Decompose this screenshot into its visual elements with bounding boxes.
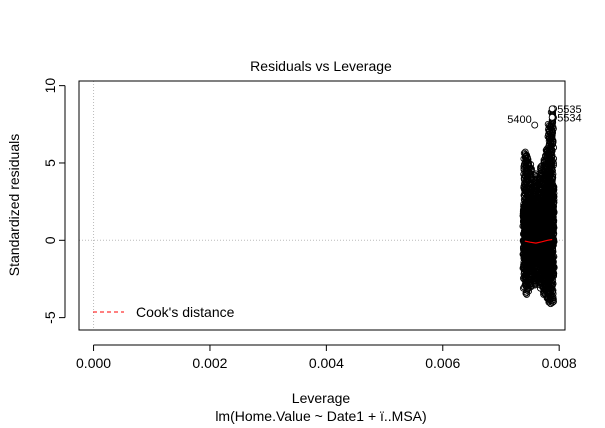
- data-point: [523, 288, 531, 296]
- x-axis: 0.000 0.002 0.004 0.006 0.008: [76, 344, 577, 371]
- legend-label: Cook's distance: [136, 304, 235, 320]
- smooth-line-layer: [524, 238, 553, 244]
- chart-subtitle: lm(Home.Value ~ Date1 + ï..MSA): [215, 408, 426, 424]
- labeled-point: [548, 113, 556, 121]
- data-point: [523, 286, 531, 294]
- data-point: [548, 202, 556, 210]
- x-tick-label: 0.000: [76, 355, 111, 371]
- smooth-line: [524, 238, 553, 244]
- x-tick-label: 0.008: [542, 355, 577, 371]
- x-tick-label: 0.002: [192, 355, 227, 371]
- y-axis: -5 0 5 10: [42, 78, 66, 324]
- y-tick-label: 0: [42, 236, 58, 244]
- data-point: [547, 211, 555, 219]
- point-label: 5534: [557, 112, 581, 124]
- y-tick-label: 10: [42, 78, 58, 94]
- data-point: [549, 227, 557, 235]
- data-point: [550, 186, 558, 194]
- data-point: [523, 290, 531, 298]
- legend: Cook's distance: [93, 304, 235, 320]
- data-point: [547, 300, 555, 308]
- data-point: [547, 201, 555, 209]
- data-point: [548, 124, 556, 132]
- y-tick-label: -5: [42, 311, 58, 324]
- data-point: [548, 272, 556, 280]
- data-point: [546, 226, 554, 234]
- reference-lines: [79, 81, 565, 330]
- point-label: 5400: [507, 114, 531, 126]
- data-points: [519, 105, 558, 308]
- y-axis-label: Standardized residuals: [6, 134, 22, 276]
- data-point: [548, 299, 556, 307]
- chart-title: Residuals vs Leverage: [250, 58, 392, 74]
- data-point: [548, 296, 556, 304]
- data-point: [548, 215, 556, 222]
- y-tick-label: 5: [42, 159, 58, 167]
- data-point: [550, 216, 558, 224]
- x-tick-label: 0.006: [425, 355, 460, 371]
- labeled-point: [548, 105, 556, 113]
- data-point: [548, 210, 556, 218]
- x-axis-label: Leverage: [292, 390, 351, 406]
- data-point: [522, 289, 530, 297]
- x-tick-label: 0.004: [309, 355, 344, 371]
- labeled-point: [531, 121, 539, 129]
- data-point: [550, 238, 558, 246]
- data-point: [547, 171, 555, 179]
- plot-area-frame: [78, 80, 566, 331]
- data-point: [523, 157, 531, 165]
- data-point: [548, 250, 556, 257]
- point-label: 5535: [557, 104, 581, 116]
- data-point: [548, 262, 555, 270]
